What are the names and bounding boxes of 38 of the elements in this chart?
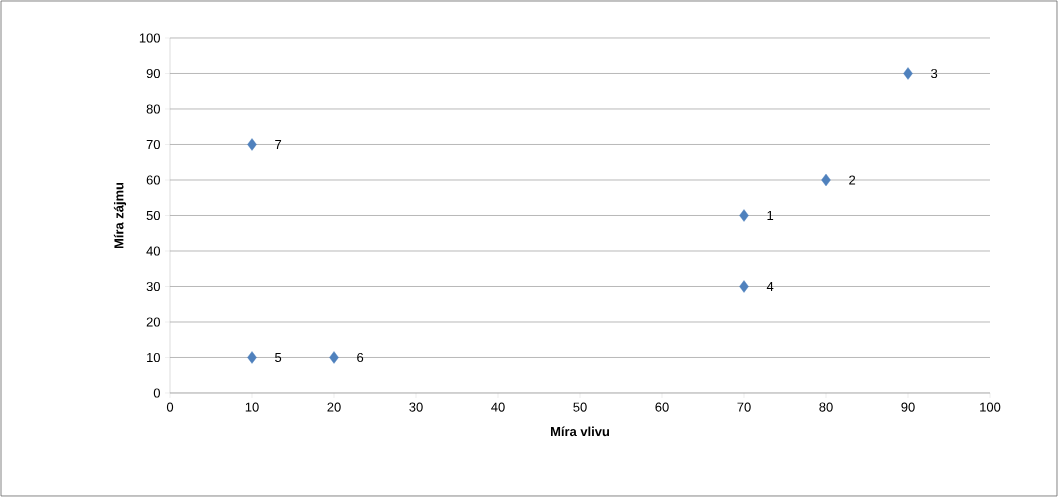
x-tick-label: 90: [901, 402, 915, 412]
y-tick-label: 10: [147, 352, 160, 363]
annotation: 5: [275, 352, 282, 362]
point: [739, 280, 749, 293]
x-tick-label: 30: [409, 402, 423, 412]
y-tick-label: 90: [146, 68, 160, 79]
y-axis-title: Míra zájmu: [113, 182, 127, 249]
y-tick-label: 80: [146, 104, 160, 114]
point: [739, 209, 749, 222]
point: [821, 173, 831, 187]
x-axis-title: Míra vlivu: [551, 426, 610, 437]
annotation: 6: [357, 352, 364, 363]
x-tick-label: 0: [166, 402, 174, 412]
y-tick-label: 70: [146, 139, 160, 150]
annotation: 7: [275, 140, 282, 149]
x-tick-label: 10: [245, 402, 259, 412]
x-tick-label: 70: [737, 402, 751, 412]
y-tick-label: 20: [146, 317, 160, 327]
y-tick-label: 60: [146, 175, 160, 185]
x-tick-label: 50: [573, 402, 587, 412]
x-tick-label: 20: [327, 402, 341, 412]
y-tick-label: 30: [146, 281, 160, 292]
annotation: 4: [766, 282, 774, 291]
x-tick-label: 80: [819, 402, 833, 412]
point: [903, 67, 913, 80]
annotation: 1: [767, 211, 774, 220]
y-tick-label: 50: [146, 210, 160, 221]
y-tick-label: 100: [139, 33, 160, 43]
x-tick-label: 40: [491, 402, 505, 412]
x-tick-label: 60: [655, 402, 669, 412]
point: [329, 351, 339, 364]
annotation: 3: [931, 68, 938, 79]
y-tick-label: 40: [146, 246, 160, 256]
annotation: 2: [849, 175, 856, 185]
point: [247, 351, 257, 364]
point: [247, 138, 257, 151]
y-tick-label: 0: [153, 388, 160, 398]
x-tick-label: 100: [980, 402, 1001, 412]
